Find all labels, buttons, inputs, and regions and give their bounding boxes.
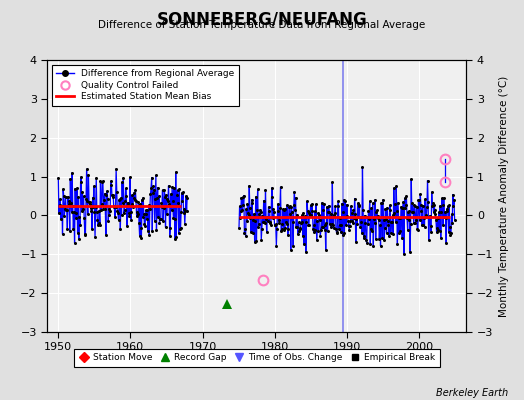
- Text: Difference of Station Temperature Data from Regional Average: Difference of Station Temperature Data f…: [99, 20, 425, 30]
- Text: SONNEBERG/NEUFANG: SONNEBERG/NEUFANG: [157, 10, 367, 28]
- Legend: Difference from Regional Average, Quality Control Failed, Estimated Station Mean: Difference from Regional Average, Qualit…: [52, 64, 239, 106]
- Legend: Station Move, Record Gap, Time of Obs. Change, Empirical Break: Station Move, Record Gap, Time of Obs. C…: [74, 348, 440, 366]
- Y-axis label: Monthly Temperature Anomaly Difference (°C): Monthly Temperature Anomaly Difference (…: [499, 75, 509, 317]
- Text: Berkeley Earth: Berkeley Earth: [436, 388, 508, 398]
